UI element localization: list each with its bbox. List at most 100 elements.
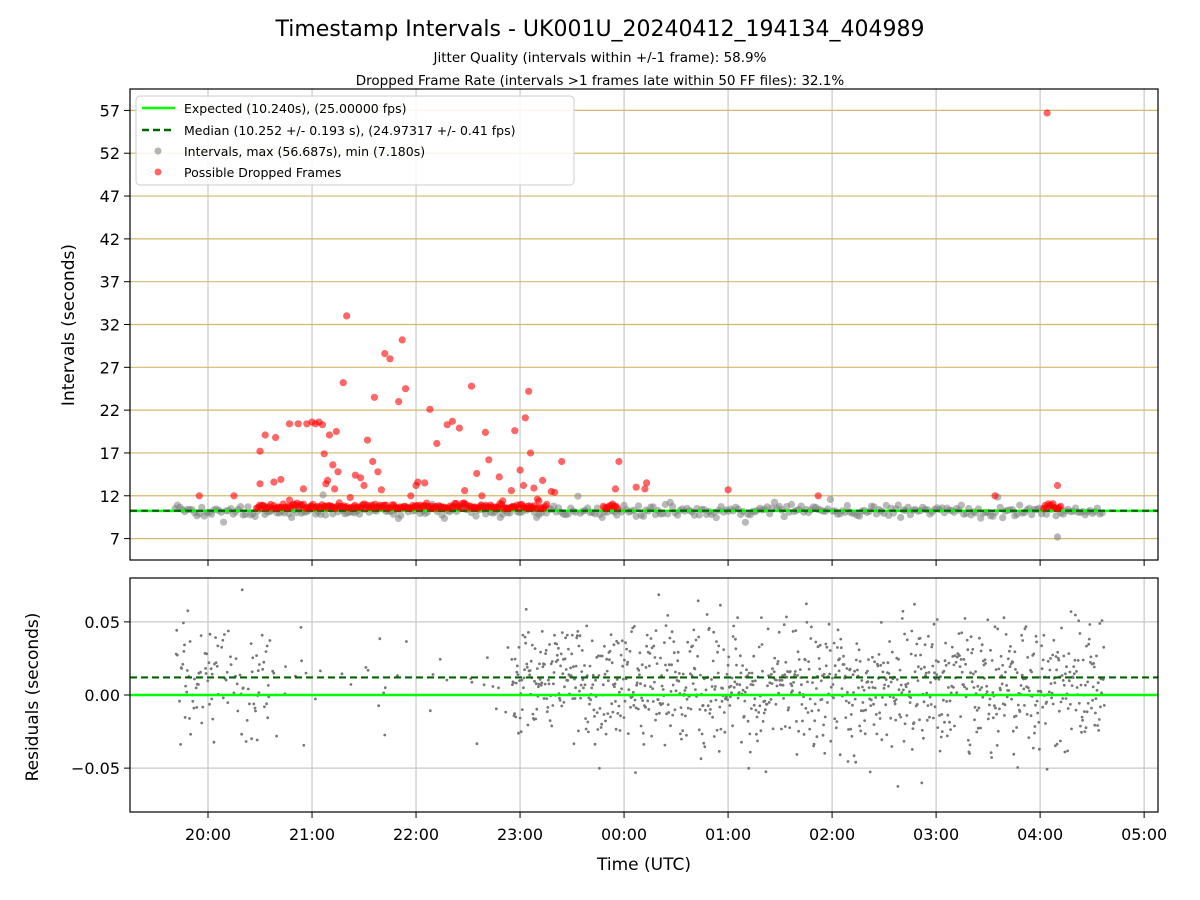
dropped-frame-point [467, 382, 476, 390]
residual-point [482, 683, 486, 687]
legend-dropped-swatch [154, 168, 162, 176]
residual-point [874, 696, 878, 699]
residual-point [840, 687, 844, 690]
residual-point [245, 719, 249, 722]
residual-point [1054, 655, 1058, 658]
residual-point [1051, 702, 1055, 706]
residual-point [540, 681, 544, 685]
residual-point [556, 658, 560, 662]
residual-point [893, 699, 896, 703]
interval-point [669, 502, 677, 511]
residual-point [736, 696, 740, 700]
residual-point [691, 682, 695, 685]
residual-point [825, 645, 829, 649]
residual-point [726, 663, 730, 667]
residual-point [802, 733, 806, 736]
residual-point [1090, 706, 1093, 710]
residual-point [486, 656, 489, 659]
residual-point [644, 666, 648, 669]
dropped-frame-point [277, 475, 285, 484]
residual-point [1036, 689, 1040, 693]
residual-point [806, 711, 810, 714]
residual-point [816, 645, 820, 649]
residual-point [831, 683, 835, 686]
residuals-y-tick-label: −0.05 [71, 759, 120, 778]
interval-point [1053, 533, 1062, 541]
residual-point [918, 718, 921, 722]
residual-point [257, 691, 261, 694]
residual-point [1035, 640, 1038, 644]
residual-point [902, 739, 906, 743]
residual-point [1100, 619, 1104, 622]
residual-point [1000, 682, 1004, 686]
residual-point [959, 658, 963, 661]
residual-point [755, 732, 758, 736]
x-tick-label: 20:00 [185, 825, 231, 844]
residual-point [753, 679, 757, 683]
residual-point [1045, 767, 1049, 771]
residual-point [937, 677, 941, 681]
residual-point [206, 679, 210, 683]
residual-point [988, 703, 991, 707]
residual-point [889, 680, 893, 684]
residual-point [181, 662, 185, 666]
residual-point [985, 684, 989, 688]
residual-point [877, 653, 881, 656]
residual-point [763, 699, 767, 703]
residual-point [618, 729, 622, 732]
residual-point [1006, 657, 1010, 661]
residual-point [513, 657, 517, 661]
residual-point [833, 664, 837, 668]
dropped-frame-point [511, 427, 519, 435]
interval-point [288, 513, 296, 522]
residual-point [652, 644, 656, 648]
residual-point [1049, 657, 1052, 660]
residual-point [915, 703, 919, 706]
residual-point [879, 663, 883, 667]
residual-point [546, 706, 550, 709]
residual-point [943, 720, 946, 724]
residual-point [884, 703, 888, 707]
residual-point [681, 672, 685, 676]
residual-point [702, 741, 706, 745]
residual-point [204, 667, 208, 670]
residual-point [936, 726, 940, 729]
residual-point [752, 703, 756, 707]
residual-point [234, 657, 238, 660]
intervals-y-tick-label: 42 [100, 230, 120, 249]
dropped-frame-point [481, 428, 489, 436]
residual-point [212, 740, 216, 744]
residual-point [543, 682, 547, 686]
dropped-frame-point [613, 504, 621, 512]
residual-point [818, 667, 822, 671]
residual-point [1023, 627, 1027, 631]
residual-point [996, 729, 1000, 733]
residual-point [588, 664, 592, 668]
residual-point [834, 726, 838, 730]
residual-point [248, 702, 251, 706]
residual-point [511, 683, 514, 687]
residual-point [828, 649, 832, 652]
residual-point [741, 688, 745, 692]
residual-point [676, 659, 680, 663]
residual-point [552, 671, 556, 674]
residual-point [1070, 727, 1073, 731]
residual-point [1007, 689, 1011, 692]
residual-point [204, 672, 208, 675]
dropped-frame-point [507, 487, 515, 495]
residual-point [887, 672, 891, 675]
residual-point [722, 711, 726, 714]
residual-point [179, 743, 183, 746]
residual-point [192, 706, 196, 710]
residual-point [671, 683, 675, 687]
residual-point [771, 667, 774, 671]
residual-point [522, 676, 526, 680]
residual-point [254, 709, 257, 713]
residual-point [912, 721, 916, 724]
residual-point [560, 704, 564, 708]
residual-point [861, 701, 865, 704]
dropped-frame-point [643, 479, 651, 487]
residual-point [751, 679, 754, 683]
residual-point [263, 705, 266, 709]
residual-point [205, 652, 209, 656]
